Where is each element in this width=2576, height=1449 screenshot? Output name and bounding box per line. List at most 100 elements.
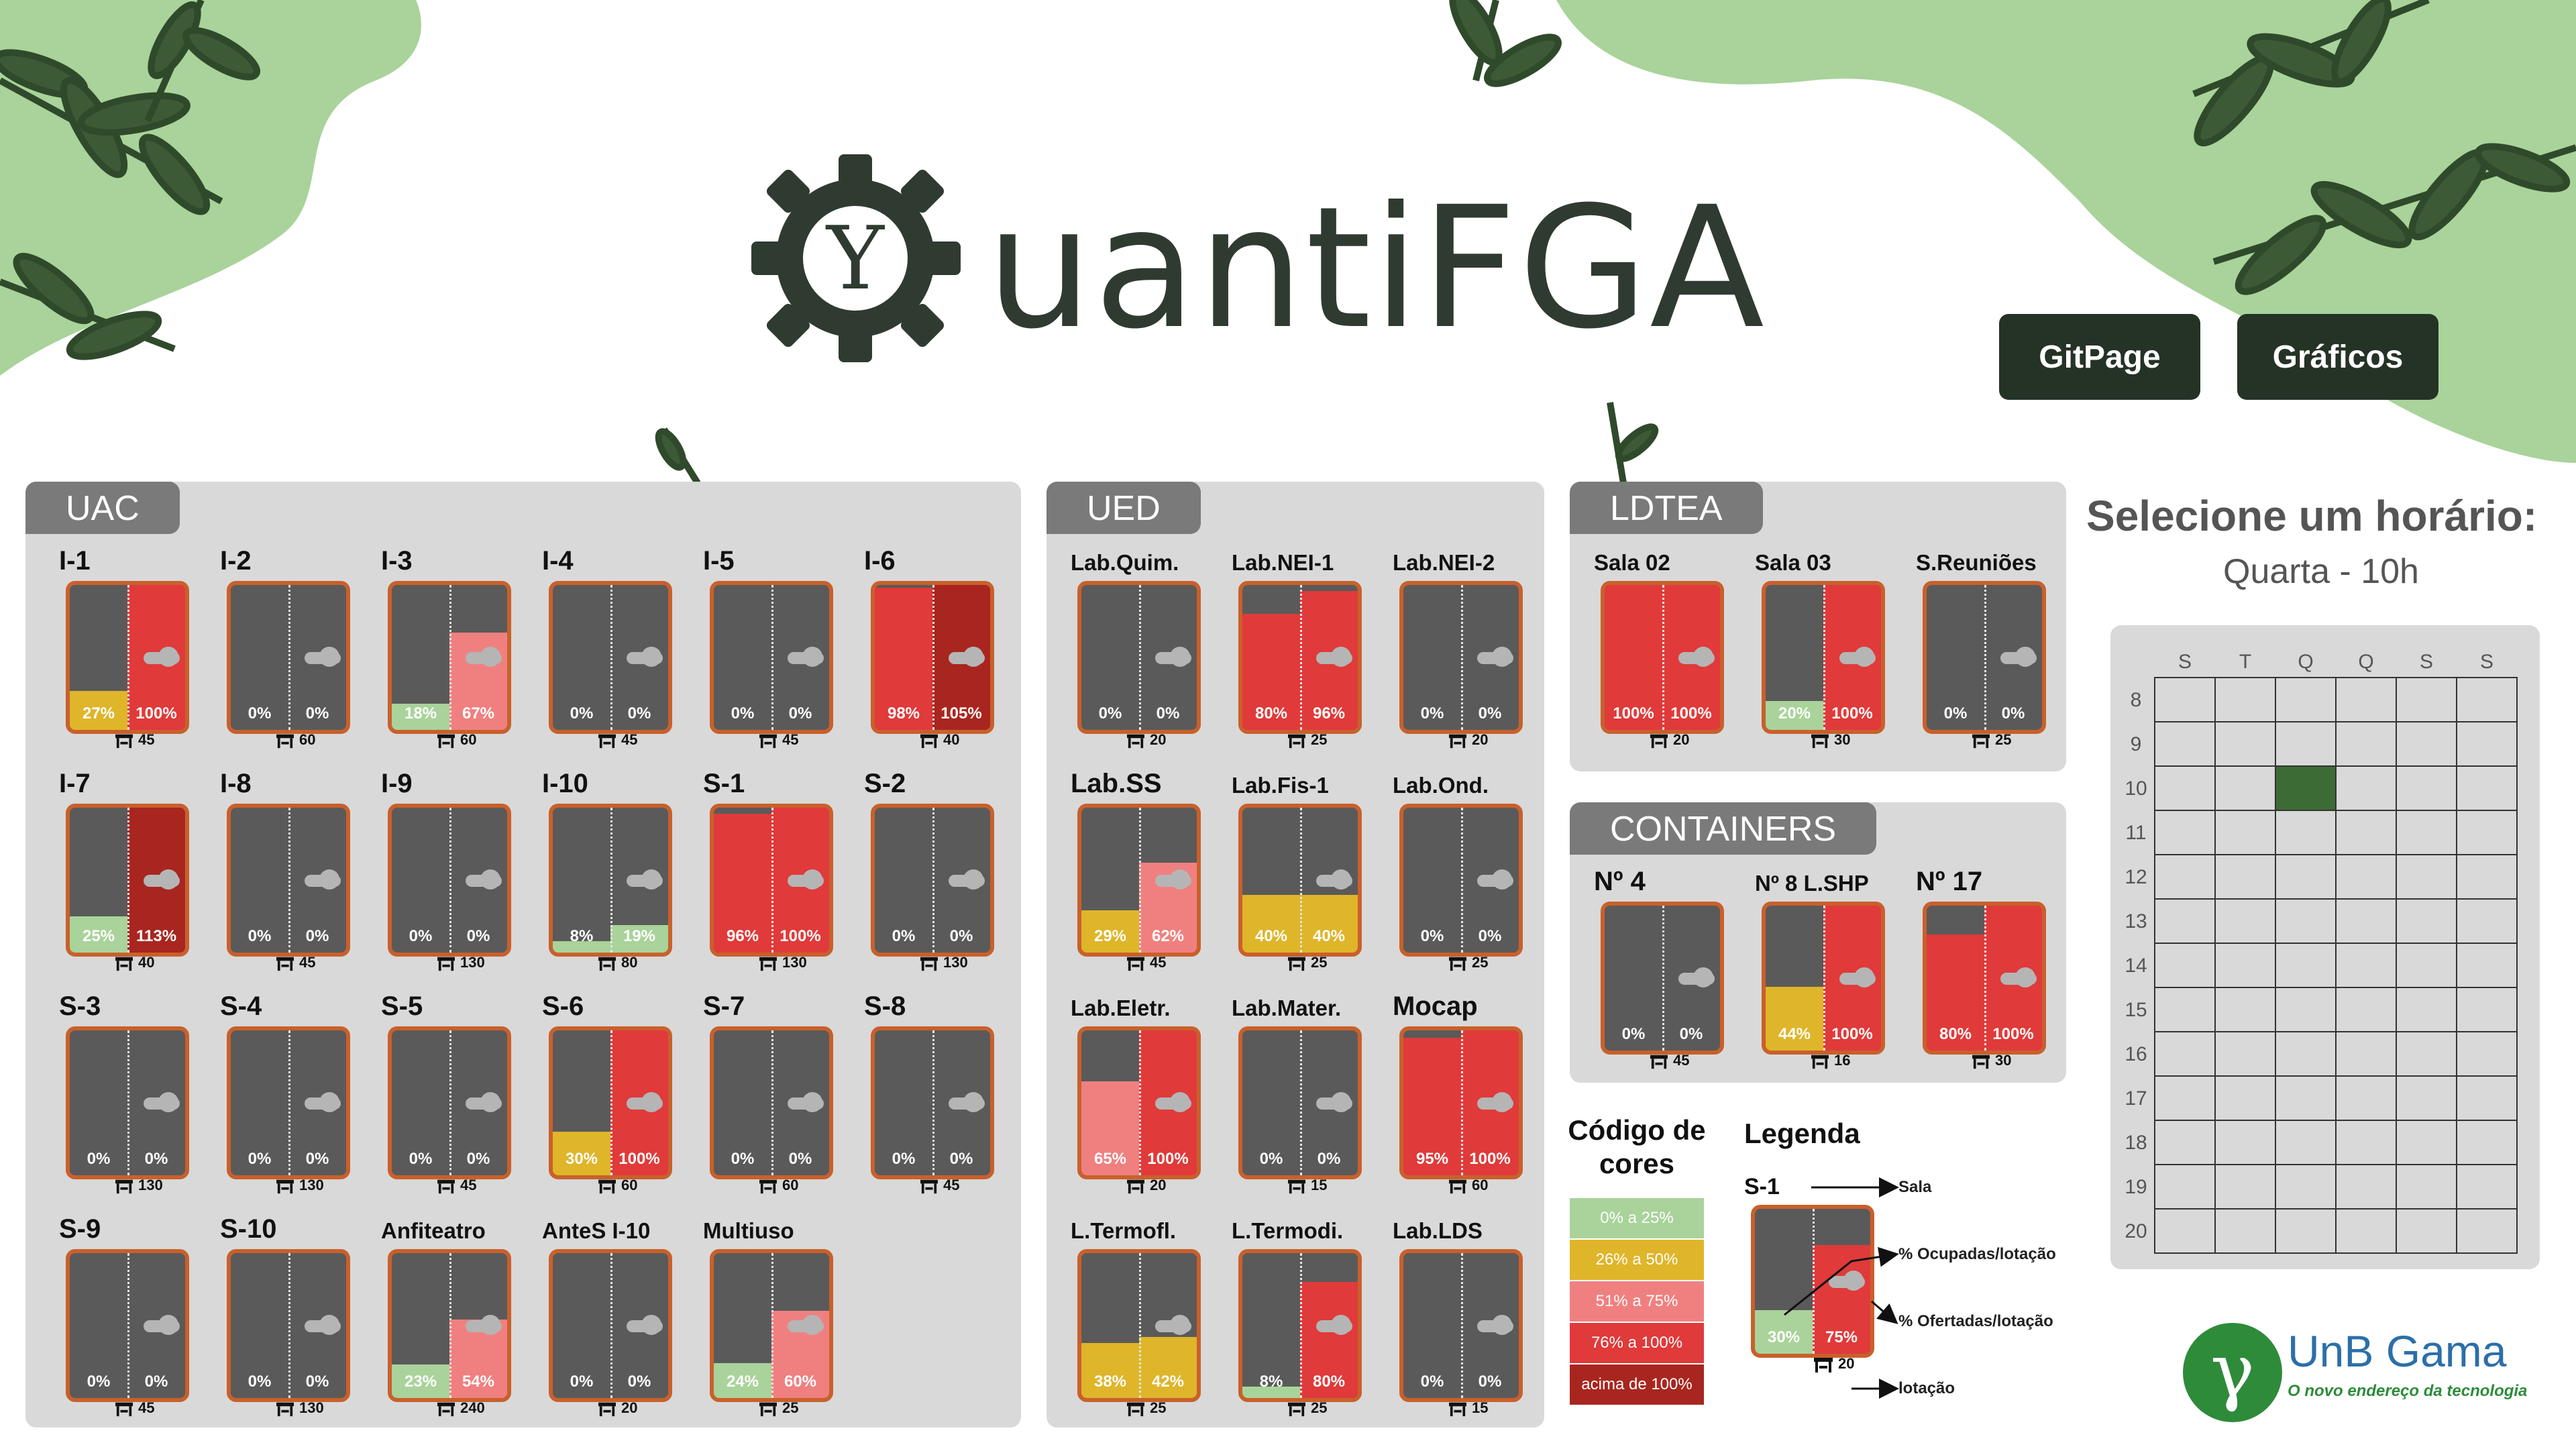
schedule-cell[interactable] [2456,677,2518,722]
room-card-i-2[interactable]: I-2 0% 0% 60 [220,546,354,761]
schedule-cell[interactable] [2335,765,2397,811]
schedule-cell[interactable] [2456,1208,2518,1254]
room-card-mocap[interactable]: Mocap 95% 100% 60 [1393,991,1527,1206]
schedule-cell[interactable] [2396,810,2457,855]
schedule-cell[interactable] [2396,854,2457,900]
room-card-i-8[interactable]: I-8 0% 0% 45 [220,769,354,983]
schedule-cell[interactable] [2396,677,2457,722]
room-card-n-8-l-shp[interactable]: Nº 8 L.SHP 44% 100% 16 [1755,867,1889,1081]
schedule-cell[interactable] [2214,1164,2276,1210]
schedule-cell-selected[interactable] [2275,765,2337,811]
schedule-cell[interactable] [2275,1120,2337,1165]
schedule-cell[interactable] [2275,1208,2337,1254]
room-card-n-4[interactable]: Nº 4 0% 0% 45 [1594,867,1728,1081]
schedule-cell[interactable] [2275,898,2337,944]
room-card-s-5[interactable]: S-5 0% 0% 45 [381,991,515,1206]
schedule-cell[interactable] [2335,1208,2397,1254]
room-card-n-17[interactable]: Nº 17 80% 100% 30 [1916,867,2050,1081]
schedule-cell[interactable] [2275,987,2337,1032]
schedule-cell[interactable] [2275,854,2337,900]
schedule-cell[interactable] [2275,677,2337,722]
schedule-cell[interactable] [2275,943,2337,988]
schedule-cell[interactable] [2214,1208,2276,1254]
schedule-cell[interactable] [2154,1120,2216,1165]
room-card-lab-quim[interactable]: Lab.Quim. 0% 0% 20 [1071,546,1205,761]
room-card-lab-ss[interactable]: Lab.SS 29% 62% 45 [1071,769,1205,983]
room-card-i-5[interactable]: I-5 0% 0% 45 [703,546,837,761]
schedule-cell[interactable] [2456,943,2518,988]
schedule-cell[interactable] [2275,721,2337,767]
schedule-cell[interactable] [2456,1120,2518,1165]
room-card-lab-lds[interactable]: Lab.LDS 0% 0% 15 [1393,1214,1527,1429]
room-card-multiuso[interactable]: Multiuso 24% 60% 25 [703,1214,837,1429]
room-card-s-6[interactable]: S-6 30% 100% 60 [542,991,676,1206]
schedule-cell[interactable] [2154,1164,2216,1210]
schedule-cell[interactable] [2154,943,2216,988]
graficos-button[interactable]: Gráficos [2237,314,2438,400]
schedule-cell[interactable] [2456,1031,2518,1077]
schedule-cell[interactable] [2335,1075,2397,1121]
schedule-cell[interactable] [2396,1164,2457,1210]
schedule-cell[interactable] [2456,898,2518,944]
schedule-cell[interactable] [2154,987,2216,1032]
schedule-cell[interactable] [2456,1164,2518,1210]
room-card-s-4[interactable]: S-4 0% 0% 130 [220,991,354,1206]
schedule-cell[interactable] [2335,677,2397,722]
schedule-cell[interactable] [2214,943,2276,988]
room-card-antes-i-10[interactable]: AnteS I-10 0% 0% 20 [542,1214,676,1429]
schedule-cell[interactable] [2456,987,2518,1032]
room-card-s-7[interactable]: S-7 0% 0% 60 [703,991,837,1206]
schedule-cell[interactable] [2214,1120,2276,1165]
room-card-l-termodi[interactable]: L.Termodi. 8% 80% 25 [1232,1214,1366,1429]
schedule-cell[interactable] [2456,854,2518,900]
room-card-s-2[interactable]: S-2 0% 0% 130 [864,769,998,983]
schedule-cell[interactable] [2335,854,2397,900]
schedule-cell[interactable] [2275,1164,2337,1210]
gitpage-button[interactable]: GitPage [1999,314,2200,400]
schedule-cell[interactable] [2214,1075,2276,1121]
schedule-cell[interactable] [2335,721,2397,767]
room-card-anfiteatro[interactable]: Anfiteatro 23% 54% 240 [381,1214,515,1429]
schedule-cell[interactable] [2154,810,2216,855]
schedule-cell[interactable] [2396,765,2457,811]
room-card-lab-fis-1[interactable]: Lab.Fis-1 40% 40% 25 [1232,769,1366,983]
room-card-s-10[interactable]: S-10 0% 0% 130 [220,1214,354,1429]
room-card-i-3[interactable]: I-3 18% 67% 60 [381,546,515,761]
room-card-s-reuni-es[interactable]: S.Reuniões 0% 0% 25 [1916,546,2050,761]
schedule-cell[interactable] [2396,1031,2457,1077]
schedule-cell[interactable] [2275,810,2337,855]
schedule-cell[interactable] [2456,810,2518,855]
room-card-i-4[interactable]: I-4 0% 0% 45 [542,546,676,761]
schedule-cell[interactable] [2214,765,2276,811]
schedule-cell[interactable] [2396,1208,2457,1254]
schedule-cell[interactable] [2396,721,2457,767]
schedule-cell[interactable] [2456,765,2518,811]
schedule-cell[interactable] [2214,987,2276,1032]
schedule-cell[interactable] [2396,1120,2457,1165]
room-card-i-1[interactable]: I-1 27% 100% 45 [59,546,193,761]
schedule-cell[interactable] [2275,1075,2337,1121]
room-card-i-9[interactable]: I-9 0% 0% 130 [381,769,515,983]
room-card-lab-mater[interactable]: Lab.Mater. 0% 0% 15 [1232,991,1366,1206]
room-card-s-1[interactable]: S-1 96% 100% 130 [703,769,837,983]
schedule-cell[interactable] [2396,1075,2457,1121]
schedule-cell[interactable] [2154,765,2216,811]
schedule-cell[interactable] [2456,1075,2518,1121]
schedule-cell[interactable] [2275,1031,2337,1077]
schedule-cell[interactable] [2335,898,2397,944]
schedule-cell[interactable] [2154,1075,2216,1121]
schedule-cell[interactable] [2214,854,2276,900]
room-card-s-8[interactable]: S-8 0% 0% 45 [864,991,998,1206]
schedule-cell[interactable] [2214,1031,2276,1077]
schedule-cell[interactable] [2154,1208,2216,1254]
schedule-cell[interactable] [2335,943,2397,988]
schedule-cell[interactable] [2214,721,2276,767]
room-card-sala-02[interactable]: Sala 02 100% 100% 20 [1594,546,1728,761]
schedule-cell[interactable] [2335,987,2397,1032]
schedule-cell[interactable] [2396,987,2457,1032]
schedule-cell[interactable] [2154,854,2216,900]
room-card-s-9[interactable]: S-9 0% 0% 45 [59,1214,193,1429]
room-card-sala-03[interactable]: Sala 03 20% 100% 30 [1755,546,1889,761]
schedule-cell[interactable] [2396,943,2457,988]
room-card-lab-ond[interactable]: Lab.Ond. 0% 0% 25 [1393,769,1527,983]
